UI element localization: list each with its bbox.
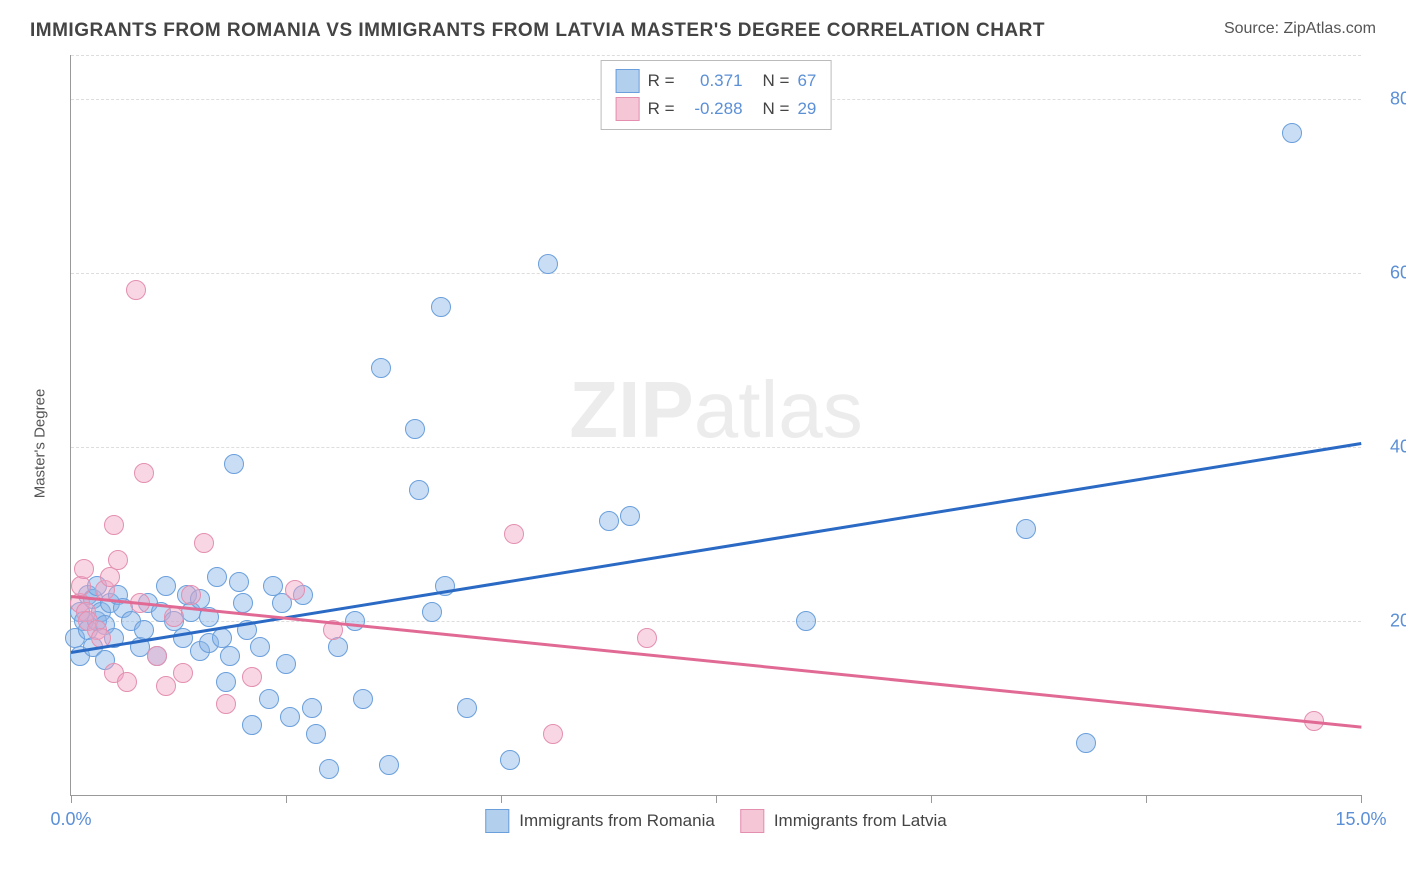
- legend-swatch: [616, 69, 640, 93]
- data-point: [242, 715, 262, 735]
- x-tick: [501, 795, 502, 803]
- data-point: [500, 750, 520, 770]
- data-point: [543, 724, 563, 744]
- data-point: [147, 646, 167, 666]
- legend-swatch: [485, 809, 509, 833]
- data-point: [637, 628, 657, 648]
- data-point: [1076, 733, 1096, 753]
- data-point: [100, 567, 120, 587]
- data-point: [353, 689, 373, 709]
- data-point: [108, 550, 128, 570]
- data-point: [319, 759, 339, 779]
- data-point: [229, 572, 249, 592]
- y-tick-label: 80.0%: [1371, 88, 1406, 109]
- data-point: [504, 524, 524, 544]
- data-point: [1282, 123, 1302, 143]
- data-point: [104, 515, 124, 535]
- legend-item: Immigrants from Romania: [485, 809, 715, 833]
- x-tick: [1361, 795, 1362, 803]
- data-point: [71, 576, 91, 596]
- data-point: [126, 280, 146, 300]
- data-point: [405, 419, 425, 439]
- data-point: [216, 694, 236, 714]
- data-point: [457, 698, 477, 718]
- y-tick-label: 60.0%: [1371, 262, 1406, 283]
- data-point: [259, 689, 279, 709]
- data-point: [220, 646, 240, 666]
- data-point: [599, 511, 619, 531]
- data-point: [233, 593, 253, 613]
- data-point: [620, 506, 640, 526]
- legend-stat-row: R =0.371N =67: [616, 67, 817, 95]
- data-point: [422, 602, 442, 622]
- data-point: [250, 637, 270, 657]
- gridline: [71, 273, 1361, 274]
- data-point: [74, 559, 94, 579]
- data-point: [276, 654, 296, 674]
- data-point: [117, 672, 137, 692]
- data-point: [164, 607, 184, 627]
- data-point: [173, 663, 193, 683]
- data-point: [216, 672, 236, 692]
- data-point: [156, 676, 176, 696]
- x-tick: [71, 795, 72, 803]
- y-tick-label: 40.0%: [1371, 436, 1406, 457]
- data-point: [796, 611, 816, 631]
- source-attribution: Source: ZipAtlas.com: [1224, 20, 1376, 38]
- legend-series: Immigrants from Romania Immigrants from L…: [485, 809, 946, 833]
- data-point: [156, 576, 176, 596]
- data-point: [409, 480, 429, 500]
- x-tick: [931, 795, 932, 803]
- x-tick: [286, 795, 287, 803]
- data-point: [134, 463, 154, 483]
- y-tick-label: 20.0%: [1371, 610, 1406, 631]
- data-point: [302, 698, 322, 718]
- data-point: [538, 254, 558, 274]
- x-tick-label: 15.0%: [1335, 809, 1386, 830]
- watermark: ZIPatlas: [569, 364, 862, 456]
- data-point: [181, 585, 201, 605]
- legend-swatch: [616, 97, 640, 121]
- x-tick: [716, 795, 717, 803]
- chart-container: Master's Degree ZIPatlas R =0.371N =67R …: [50, 55, 1380, 815]
- gridline: [71, 447, 1361, 448]
- data-point: [134, 620, 154, 640]
- data-point: [306, 724, 326, 744]
- data-point: [194, 533, 214, 553]
- legend-stats: R =0.371N =67R =-0.288N =29: [601, 60, 832, 130]
- trend-line: [71, 442, 1361, 653]
- data-point: [242, 667, 262, 687]
- data-point: [345, 611, 365, 631]
- legend-item: Immigrants from Latvia: [740, 809, 947, 833]
- legend-label: Immigrants from Latvia: [774, 811, 947, 831]
- y-axis-label: Master's Degree: [32, 389, 49, 499]
- data-point: [1016, 519, 1036, 539]
- legend-stat-row: R =-0.288N =29: [616, 95, 817, 123]
- chart-title: IMMIGRANTS FROM ROMANIA VS IMMIGRANTS FR…: [30, 20, 1045, 42]
- data-point: [431, 297, 451, 317]
- data-point: [285, 580, 305, 600]
- scatter-plot-area: ZIPatlas R =0.371N =67R =-0.288N =29 Imm…: [70, 55, 1361, 796]
- x-tick-label: 0.0%: [50, 809, 91, 830]
- data-point: [371, 358, 391, 378]
- data-point: [328, 637, 348, 657]
- x-tick: [1146, 795, 1147, 803]
- data-point: [280, 707, 300, 727]
- legend-swatch: [740, 809, 764, 833]
- data-point: [379, 755, 399, 775]
- data-point: [224, 454, 244, 474]
- data-point: [207, 567, 227, 587]
- legend-label: Immigrants from Romania: [519, 811, 715, 831]
